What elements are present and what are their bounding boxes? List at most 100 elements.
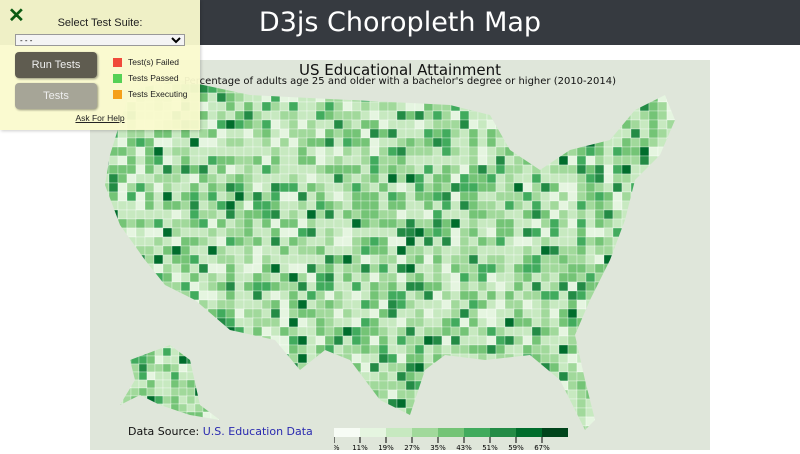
county[interactable]	[468, 164, 479, 175]
county[interactable]	[567, 137, 578, 148]
county[interactable]	[513, 263, 524, 274]
county[interactable]	[621, 200, 632, 211]
county[interactable]	[423, 101, 434, 112]
county[interactable]	[333, 398, 344, 409]
county[interactable]	[378, 182, 389, 193]
county[interactable]	[261, 173, 272, 184]
county[interactable]	[504, 344, 515, 355]
county[interactable]	[657, 110, 668, 121]
county[interactable]	[657, 380, 668, 391]
county[interactable]	[396, 128, 407, 139]
county[interactable]	[297, 254, 308, 265]
county[interactable]	[297, 218, 308, 229]
county[interactable]	[603, 299, 614, 310]
county[interactable]	[279, 173, 290, 184]
county[interactable]	[459, 236, 470, 247]
county[interactable]	[154, 411, 164, 420]
county[interactable]	[504, 380, 515, 391]
county[interactable]	[648, 353, 659, 364]
county[interactable]	[369, 254, 380, 265]
county[interactable]	[342, 155, 353, 166]
county[interactable]	[126, 299, 137, 310]
county[interactable]	[261, 371, 272, 382]
county[interactable]	[549, 146, 560, 157]
county[interactable]	[342, 272, 353, 283]
county[interactable]	[324, 236, 335, 247]
county[interactable]	[504, 164, 515, 175]
county[interactable]	[531, 191, 542, 202]
county[interactable]	[100, 245, 110, 256]
county[interactable]	[333, 326, 344, 337]
county[interactable]	[594, 173, 605, 184]
county[interactable]	[676, 282, 685, 291]
county[interactable]	[387, 272, 398, 283]
county[interactable]	[288, 389, 299, 400]
county[interactable]	[585, 155, 596, 166]
county[interactable]	[576, 227, 587, 238]
county[interactable]	[351, 389, 362, 400]
county[interactable]	[100, 146, 110, 157]
county[interactable]	[351, 299, 362, 310]
county[interactable]	[630, 146, 641, 157]
county[interactable]	[432, 110, 443, 121]
county[interactable]	[198, 272, 209, 283]
county[interactable]	[387, 407, 398, 418]
county[interactable]	[459, 389, 470, 400]
county[interactable]	[333, 182, 344, 193]
county[interactable]	[567, 218, 578, 229]
county[interactable]	[216, 317, 227, 328]
county[interactable]	[414, 416, 425, 427]
county[interactable]	[261, 263, 272, 274]
county[interactable]	[270, 137, 281, 148]
county[interactable]	[252, 398, 263, 409]
county[interactable]	[178, 403, 188, 413]
county[interactable]	[243, 236, 254, 247]
county[interactable]	[333, 200, 344, 211]
county[interactable]	[210, 379, 220, 389]
county[interactable]	[576, 290, 587, 301]
county[interactable]	[567, 236, 578, 247]
county[interactable]	[115, 403, 124, 413]
county[interactable]	[252, 236, 263, 247]
county[interactable]	[459, 317, 470, 328]
county[interactable]	[261, 290, 272, 301]
county[interactable]	[342, 200, 353, 211]
county[interactable]	[108, 263, 119, 274]
county[interactable]	[216, 299, 227, 310]
county[interactable]	[252, 191, 263, 202]
county[interactable]	[261, 272, 272, 283]
county[interactable]	[216, 398, 227, 409]
county[interactable]	[170, 387, 180, 397]
county[interactable]	[297, 146, 308, 157]
county[interactable]	[648, 164, 659, 175]
county[interactable]	[585, 344, 596, 355]
county[interactable]	[657, 362, 668, 373]
county[interactable]	[450, 317, 461, 328]
county[interactable]	[657, 290, 668, 301]
county[interactable]	[342, 371, 353, 382]
county[interactable]	[603, 164, 614, 175]
county[interactable]	[225, 155, 236, 166]
county[interactable]	[342, 362, 353, 373]
county[interactable]	[154, 355, 164, 365]
county[interactable]	[146, 347, 156, 357]
county[interactable]	[194, 347, 204, 357]
county[interactable]	[639, 227, 650, 238]
county[interactable]	[333, 164, 344, 175]
county[interactable]	[378, 236, 389, 247]
county[interactable]	[666, 245, 676, 256]
county[interactable]	[324, 317, 335, 328]
county[interactable]	[297, 227, 308, 238]
county[interactable]	[306, 101, 317, 112]
county[interactable]	[243, 200, 254, 211]
county[interactable]	[639, 236, 650, 247]
county[interactable]	[432, 398, 443, 409]
county[interactable]	[549, 380, 560, 391]
county[interactable]	[189, 236, 200, 247]
county[interactable]	[531, 227, 542, 238]
county[interactable]	[540, 128, 551, 139]
county[interactable]	[549, 137, 560, 148]
county[interactable]	[324, 227, 335, 238]
county[interactable]	[549, 272, 560, 283]
county[interactable]	[432, 173, 443, 184]
